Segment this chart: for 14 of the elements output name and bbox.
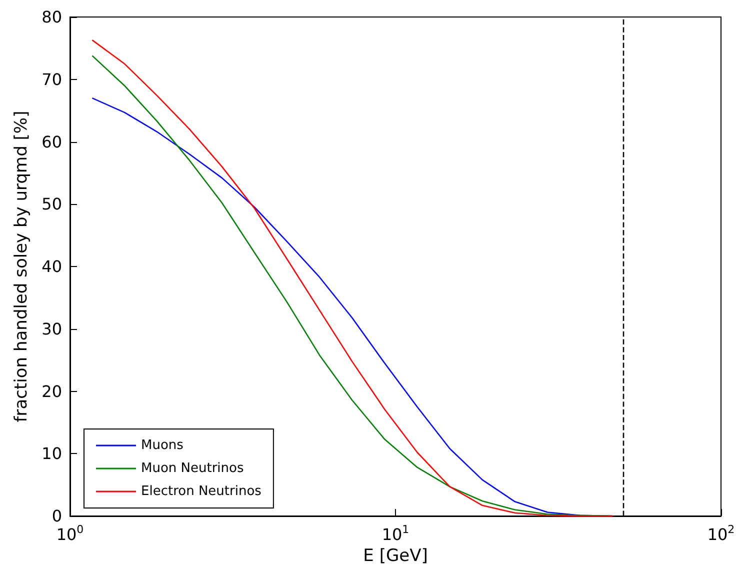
y-tick-label: 20 [42,382,62,401]
y-tick-label: 0 [52,506,62,526]
y-tick-label: 30 [42,319,62,338]
y-tick-label: 70 [42,70,62,89]
y-tick-label: 40 [42,257,62,276]
y-tick-label: 50 [42,194,62,214]
y-tick-label: 80 [42,8,62,26]
y-axis-title: fraction handled soley by urqmd [%] [12,110,32,422]
y-tick-label: 10 [42,444,62,464]
legend-label: Muons [141,438,184,453]
y-tick-label: 60 [42,132,62,152]
legend-label: Electron Neutrinos [141,484,262,499]
legend-label: Muon Neutrinos [141,461,244,476]
x-axis-title: E [GeV] [363,546,428,566]
